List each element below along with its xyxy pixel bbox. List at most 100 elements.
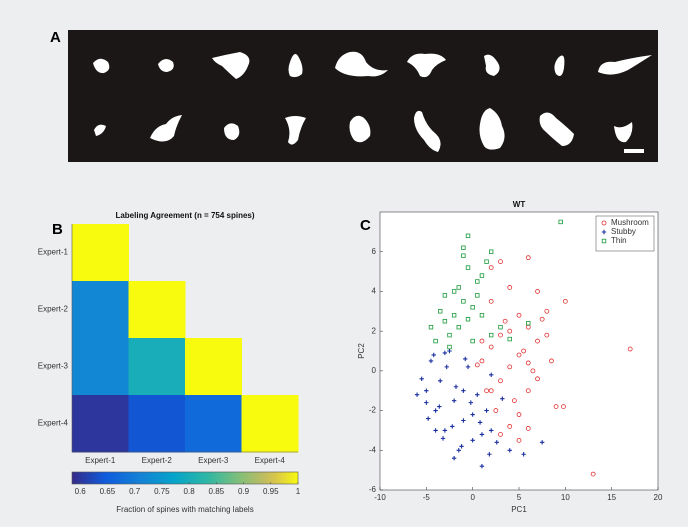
heatmap-cell [128,281,186,339]
point [433,338,438,344]
point [470,338,475,344]
point [442,319,448,324]
point [447,332,452,338]
colorbar-tick-label: 0.8 [184,487,196,496]
y-tick-label: -6 [369,485,377,494]
x-tick-label: Expert-2 [142,456,173,465]
point [456,324,461,330]
point [488,344,494,350]
x-tick-label: 20 [654,493,663,502]
point [590,471,596,477]
point [544,308,550,314]
y-tick-label: Expert-4 [38,419,69,428]
point [479,273,485,278]
panel-label: C [360,217,371,234]
point [442,350,448,356]
x-tick-label: 10 [561,493,570,502]
legend-marker [601,220,607,226]
point [525,426,531,431]
point [479,432,485,437]
point [484,259,489,264]
y-tick-label: Expert-2 [38,305,69,314]
plot-area [379,211,659,491]
x-tick-label: Expert-3 [198,456,229,465]
point [440,436,446,441]
point [500,396,505,401]
point [437,404,442,409]
x-tick-label: -5 [423,493,431,502]
point [553,404,559,410]
point [511,398,517,404]
point [487,452,492,457]
colorbar-tick-label: 0.95 [263,487,279,496]
point [465,364,471,370]
point [627,346,633,352]
x-tick-label: 5 [517,493,522,502]
colorbar [71,471,299,485]
point [488,249,494,254]
point [488,332,494,338]
heatmap-cell [185,338,242,396]
y-tick-label: Expert-3 [38,362,69,371]
point [535,289,540,294]
point [516,312,522,318]
point [461,388,466,393]
point [470,438,475,443]
point [562,298,568,304]
point [479,313,485,318]
chart-title: WT [513,200,526,209]
y-tick-label: Expert-1 [38,248,69,257]
x-tick-label: 15 [607,493,616,502]
point [475,392,480,397]
heatmap-cell [185,395,242,453]
point [474,362,480,368]
colorbar-tick-label: 1 [296,487,301,496]
point [498,332,503,338]
point [489,428,494,433]
point [451,313,457,318]
point [535,376,540,382]
legend-label: Thin [611,236,627,245]
point [451,289,457,294]
point [507,424,513,429]
point [539,440,545,445]
point [456,285,461,290]
point [558,219,563,225]
point [470,305,475,310]
point [451,456,457,461]
point [451,398,457,403]
legend-marker [601,229,607,235]
point [450,424,455,429]
legend-label: Mushroom [611,218,649,227]
point [477,420,483,425]
point [498,324,503,330]
point [507,336,512,342]
panel-label: A [50,29,61,46]
y-axis-label: PC2 [357,343,366,359]
point [561,404,566,410]
point [539,316,545,322]
heatmap-cell [72,281,129,339]
point [428,358,434,364]
heatmap-cell [241,395,299,453]
point [493,408,499,413]
x-axis-label: PC1 [511,505,527,514]
x-tick-label: Expert-4 [255,456,286,465]
point [507,285,513,290]
colorbar-tick-label: 0.7 [129,487,141,496]
chart-title: Labeling Agreement (n = 754 spines) [115,211,254,220]
point [424,388,429,393]
panel-label: B [52,221,63,238]
heatmap-cell [128,338,186,396]
point [525,360,531,366]
y-tick-label: -4 [369,445,377,454]
point [475,279,480,284]
point [444,364,449,370]
x-tick-label: 0 [470,493,475,502]
spine-images [68,30,658,162]
point [488,388,494,394]
point [498,259,503,265]
y-tick-label: 2 [372,326,377,335]
point [525,255,531,261]
